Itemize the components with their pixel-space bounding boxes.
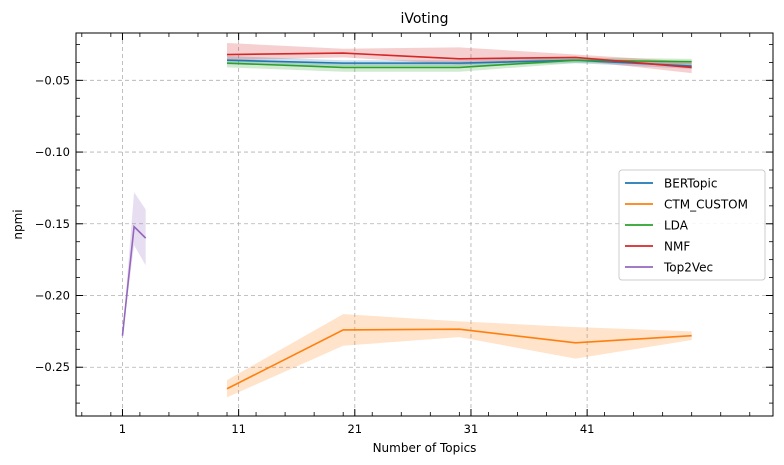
band-ctm-custom [227,314,692,398]
y-tick-label: −0.15 [35,217,70,231]
line-nmf [227,52,692,69]
y-axis-title: npmi [11,209,25,239]
grid [76,33,773,416]
y-tick-label: −0.20 [35,289,70,303]
legend-label: Top2Vec [663,261,713,275]
legend-label: NMF [664,240,690,254]
line-ctm-custom [226,328,692,390]
legend-label: LDA [664,219,689,233]
legend-box [618,169,766,281]
y-tick-label: −0.10 [35,145,70,159]
line-top2vec [121,224,147,336]
x-tick-label: 21 [347,422,362,436]
x-tick-label: 31 [464,422,479,436]
line-bertopic [226,59,692,67]
plot-frame [75,32,774,417]
legend-label: CTM_CUSTOM [664,198,748,212]
axis-ticks [76,33,773,416]
legend-label: BERTopic [664,177,717,191]
chart-title: iVoting [400,11,448,27]
y-tick-label: −0.25 [35,360,70,374]
x-axis-title: Number of Topics [373,441,477,455]
band-top2vec [122,192,146,336]
y-tick-label: −0.05 [35,73,70,87]
series-lines [121,52,692,390]
legend: BERTopic CTM_CUSTOM LDA NMF Top2Vec [618,169,766,281]
x-tick-label: 41 [580,422,595,436]
tick-labels: 1 11 21 31 41−0.05−0.10−0.15−0.20−0.25 [35,73,595,436]
x-tick-label: 11 [231,422,246,436]
x-tick-label: 1 [119,422,126,436]
